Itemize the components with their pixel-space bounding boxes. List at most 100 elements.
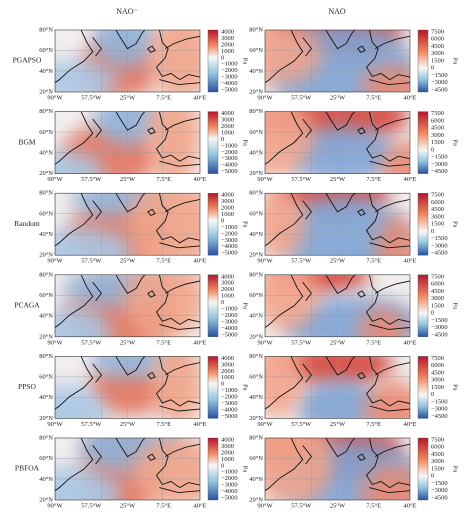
colorbar-tick: −3000 [431, 79, 448, 86]
coastline [55, 274, 94, 328]
lon-label: 90°W [47, 258, 63, 265]
map-panel [265, 111, 410, 174]
lat-label: 40°N [39, 149, 53, 156]
map-frame [264, 29, 411, 93]
colorbar-tick: 7500 [431, 192, 444, 199]
colorbar-tick: 2000 [221, 449, 234, 456]
colorbar [417, 29, 429, 93]
lon-label: 7.5°E [156, 258, 171, 265]
lon-label: 57.5°W [291, 176, 312, 183]
lat-label: 20°N [249, 170, 263, 177]
colorbar-unit: Pa [452, 303, 459, 310]
coastline [369, 79, 410, 86]
coastline [265, 274, 304, 328]
row-label: PCAGA [14, 301, 40, 310]
colorbar [417, 274, 429, 337]
colorbar-tick: −3000 [221, 318, 238, 325]
colorbar-tick: −4000 [221, 243, 238, 250]
field-blob [55, 465, 121, 500]
colorbar-tick: 4000 [221, 355, 234, 362]
lat-label: 60°N [249, 210, 263, 217]
coastline [374, 280, 410, 294]
colorbar-tick: 1500 [431, 384, 444, 391]
lat-label: 80°N [39, 190, 53, 197]
row-label: PGAPSO [13, 56, 42, 65]
coastline [302, 363, 312, 383]
field-blob [265, 30, 322, 85]
colorbar-tick: 3000 [431, 295, 444, 302]
lat-label: 40°N [39, 231, 53, 238]
lat-label: 40°N [249, 149, 263, 156]
colorbar-tick: 1500 [431, 465, 444, 472]
column-title: NAO⁻ [116, 7, 138, 16]
lat-label: 40°N [39, 313, 53, 320]
coastline [159, 160, 200, 167]
colorbar-tick: 3000 [431, 458, 444, 465]
lon-label: 40°E [193, 421, 206, 428]
lon-label: 90°W [257, 339, 273, 346]
coastline [265, 356, 304, 410]
coastline [155, 356, 200, 407]
coastline [265, 193, 304, 247]
coastline [365, 193, 410, 244]
colorbar-tick: −4000 [221, 162, 238, 169]
colorbar-tick: 0 [221, 217, 224, 224]
field-blob [265, 274, 319, 331]
colorbar-tick: 3000 [221, 198, 234, 205]
colorbar-tick: 4500 [431, 206, 444, 213]
colorbar-tick: 1500 [431, 139, 444, 146]
field-blob [55, 59, 118, 92]
colorbar-tick: 0 [431, 146, 434, 153]
coastline [55, 438, 94, 492]
coastline [147, 453, 156, 461]
lat-label: 40°N [249, 68, 263, 75]
coastline [374, 443, 410, 457]
coastline [92, 363, 102, 383]
coastline [55, 356, 94, 410]
colorbar-tick: −1000 [221, 224, 238, 231]
colorbar-tick: 0 [221, 299, 224, 306]
coastline [357, 127, 366, 135]
colorbar-tick: −3000 [431, 161, 448, 168]
lat-label: 80°N [249, 434, 263, 441]
coastline [325, 274, 356, 295]
colorbar-tick: −1000 [221, 142, 238, 149]
lon-label: 57.5°W [81, 176, 102, 183]
lat-label: 80°N [39, 353, 53, 360]
field-blob [93, 30, 159, 67]
map-panel [55, 438, 200, 500]
lon-label: 90°W [47, 176, 63, 183]
coastline [374, 362, 410, 376]
field-blob [265, 438, 333, 500]
map-panel [265, 30, 410, 92]
lat-label: 40°N [39, 68, 53, 75]
lon-label: 57.5°W [291, 339, 312, 346]
colorbar [207, 111, 219, 174]
lat-label: 60°N [39, 292, 53, 299]
colorbar-tick: −4500 [431, 331, 448, 338]
colorbar-unit: Pa [452, 58, 459, 65]
map-frame [264, 356, 411, 419]
colorbar-tick: 4000 [221, 110, 234, 117]
coastline [147, 127, 156, 135]
colorbar-tick: 2000 [221, 41, 234, 48]
coastline [164, 443, 200, 457]
coastline [115, 111, 146, 131]
colorbar-tick: −1500 [431, 480, 448, 487]
colorbar-tick: −3000 [221, 482, 238, 489]
lon-label: 57.5°W [81, 94, 102, 101]
colorbar-tick: −5000 [221, 413, 238, 420]
colorbar-tick: 2000 [221, 123, 234, 130]
lon-label: 40°E [193, 502, 206, 509]
colorbar [207, 356, 219, 419]
row-label: PPSO [18, 382, 37, 391]
lat-label: 80°N [249, 108, 263, 115]
coastline [92, 445, 102, 465]
colorbar-tick: −1500 [431, 235, 448, 242]
lon-label: 90°W [257, 258, 273, 265]
coastline [374, 117, 410, 131]
colorbar-tick: −3000 [431, 242, 448, 249]
lon-label: 7.5°E [366, 502, 381, 509]
coastline [357, 208, 366, 217]
